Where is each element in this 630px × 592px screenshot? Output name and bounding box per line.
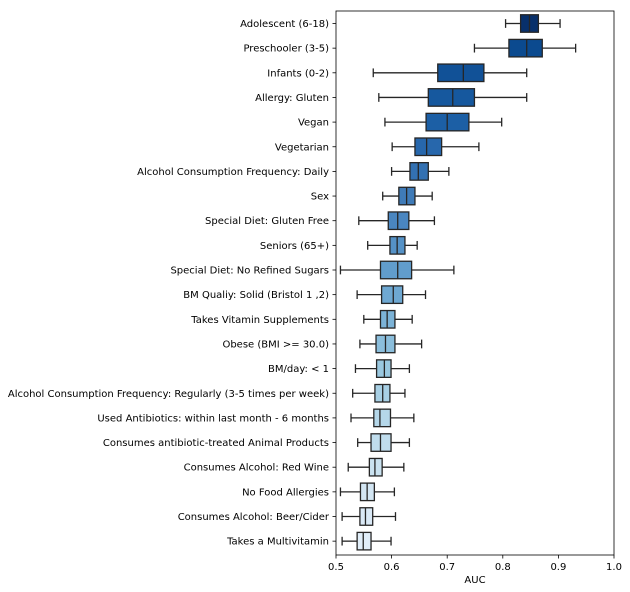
box-group: Adolescent (6-18) [240,14,561,33]
category-label: Alcohol Consumption Frequency: Daily [137,167,329,178]
x-tick-label: 0.6 [384,562,400,573]
category-label: Takes Vitamin Supplements [190,315,329,326]
box [387,211,410,231]
box [427,88,476,107]
x-tick-label: 0.7 [439,562,455,573]
box-group: Seniors (65+) [260,235,418,255]
category-label: Consumes Alcohol: Red Wine [184,463,329,474]
box [356,531,372,551]
category-label: Sex [311,192,329,203]
category-label: Adolescent (6-18) [240,19,329,30]
box-group: Vegan [298,112,503,132]
box-group: BM/day: < 1 [268,359,411,379]
box-group: Consumes Alcohol: Beer/Cider [178,507,397,526]
category-label: Allergy: Gluten [255,93,329,104]
box [368,457,383,477]
box [414,137,443,157]
x-tick-label: 0.5 [328,562,344,573]
plot-area: Adolescent (6-18) Preschooler (3-5) Infant… [8,10,622,573]
x-tick-label: 0.9 [550,562,566,573]
category-label: Obese (BMI >= 30.0) [222,339,329,350]
box-group: Special Diet: No Refined Sugars [170,260,455,280]
box-group: Infants (0-2) [267,63,528,83]
category-label: Seniors (65+) [260,241,329,252]
box-group: Consumes antibiotic-treated Animal Produ… [103,433,411,452]
box-group: Preschooler (3-5) [243,38,577,58]
box-group: Vegetarian [275,137,480,157]
category-label: Takes a Multivitamin [226,537,329,548]
box-group: Alcohol Consumption Frequency: Daily [137,161,450,181]
category-label: Infants (0-2) [267,68,329,79]
box-group: Used Antibiotics: within last month - 6 … [97,408,415,428]
box [508,38,543,58]
plot-frame [335,10,615,556]
category-label: No Food Allergies [242,487,329,498]
box [373,408,392,428]
box-group: Obese (BMI >= 30.0) [222,334,423,354]
box-group: Alcohol Consumption Frequency: Regularly… [8,383,406,403]
category-label: Special Diet: No Refined Sugars [170,266,329,277]
category-label: BM/day: < 1 [268,364,329,375]
box-group: Sex [311,186,433,206]
box [359,507,374,526]
category-label: Used Antibiotics: within last month - 6 … [97,413,329,424]
category-label: Alcohol Consumption Frequency: Regularly… [8,389,329,400]
box [409,161,429,181]
box-group: BM Qualiy: Solid (Bristol 1 ,2) [183,285,427,305]
box-group: No Food Allergies [242,482,396,502]
box [437,63,485,83]
box [379,260,413,280]
box-group: Takes Vitamin Supplements [190,309,413,329]
category-label: Consumes Alcohol: Beer/Cider [178,512,330,523]
category-label: Preschooler (3-5) [243,44,329,55]
x-tick-label: 0.8 [495,562,511,573]
box-group: Takes a Multivitamin [226,531,392,551]
box-group: Special Diet: Gluten Free [205,211,436,231]
x-axis-title: AUC [464,575,485,586]
category-label: Vegan [298,118,329,129]
category-label: Vegetarian [275,142,329,153]
category-label: Special Diet: Gluten Free [205,216,329,227]
box [380,285,404,305]
x-tick-label: 1.0 [606,562,622,573]
category-label: Consumes antibiotic-treated Animal Produ… [103,438,329,449]
category-label: BM Qualiy: Solid (Bristol 1 ,2) [183,290,329,301]
box-group: Allergy: Gluten [255,88,528,107]
box-group: Consumes Alcohol: Red Wine [184,457,405,477]
